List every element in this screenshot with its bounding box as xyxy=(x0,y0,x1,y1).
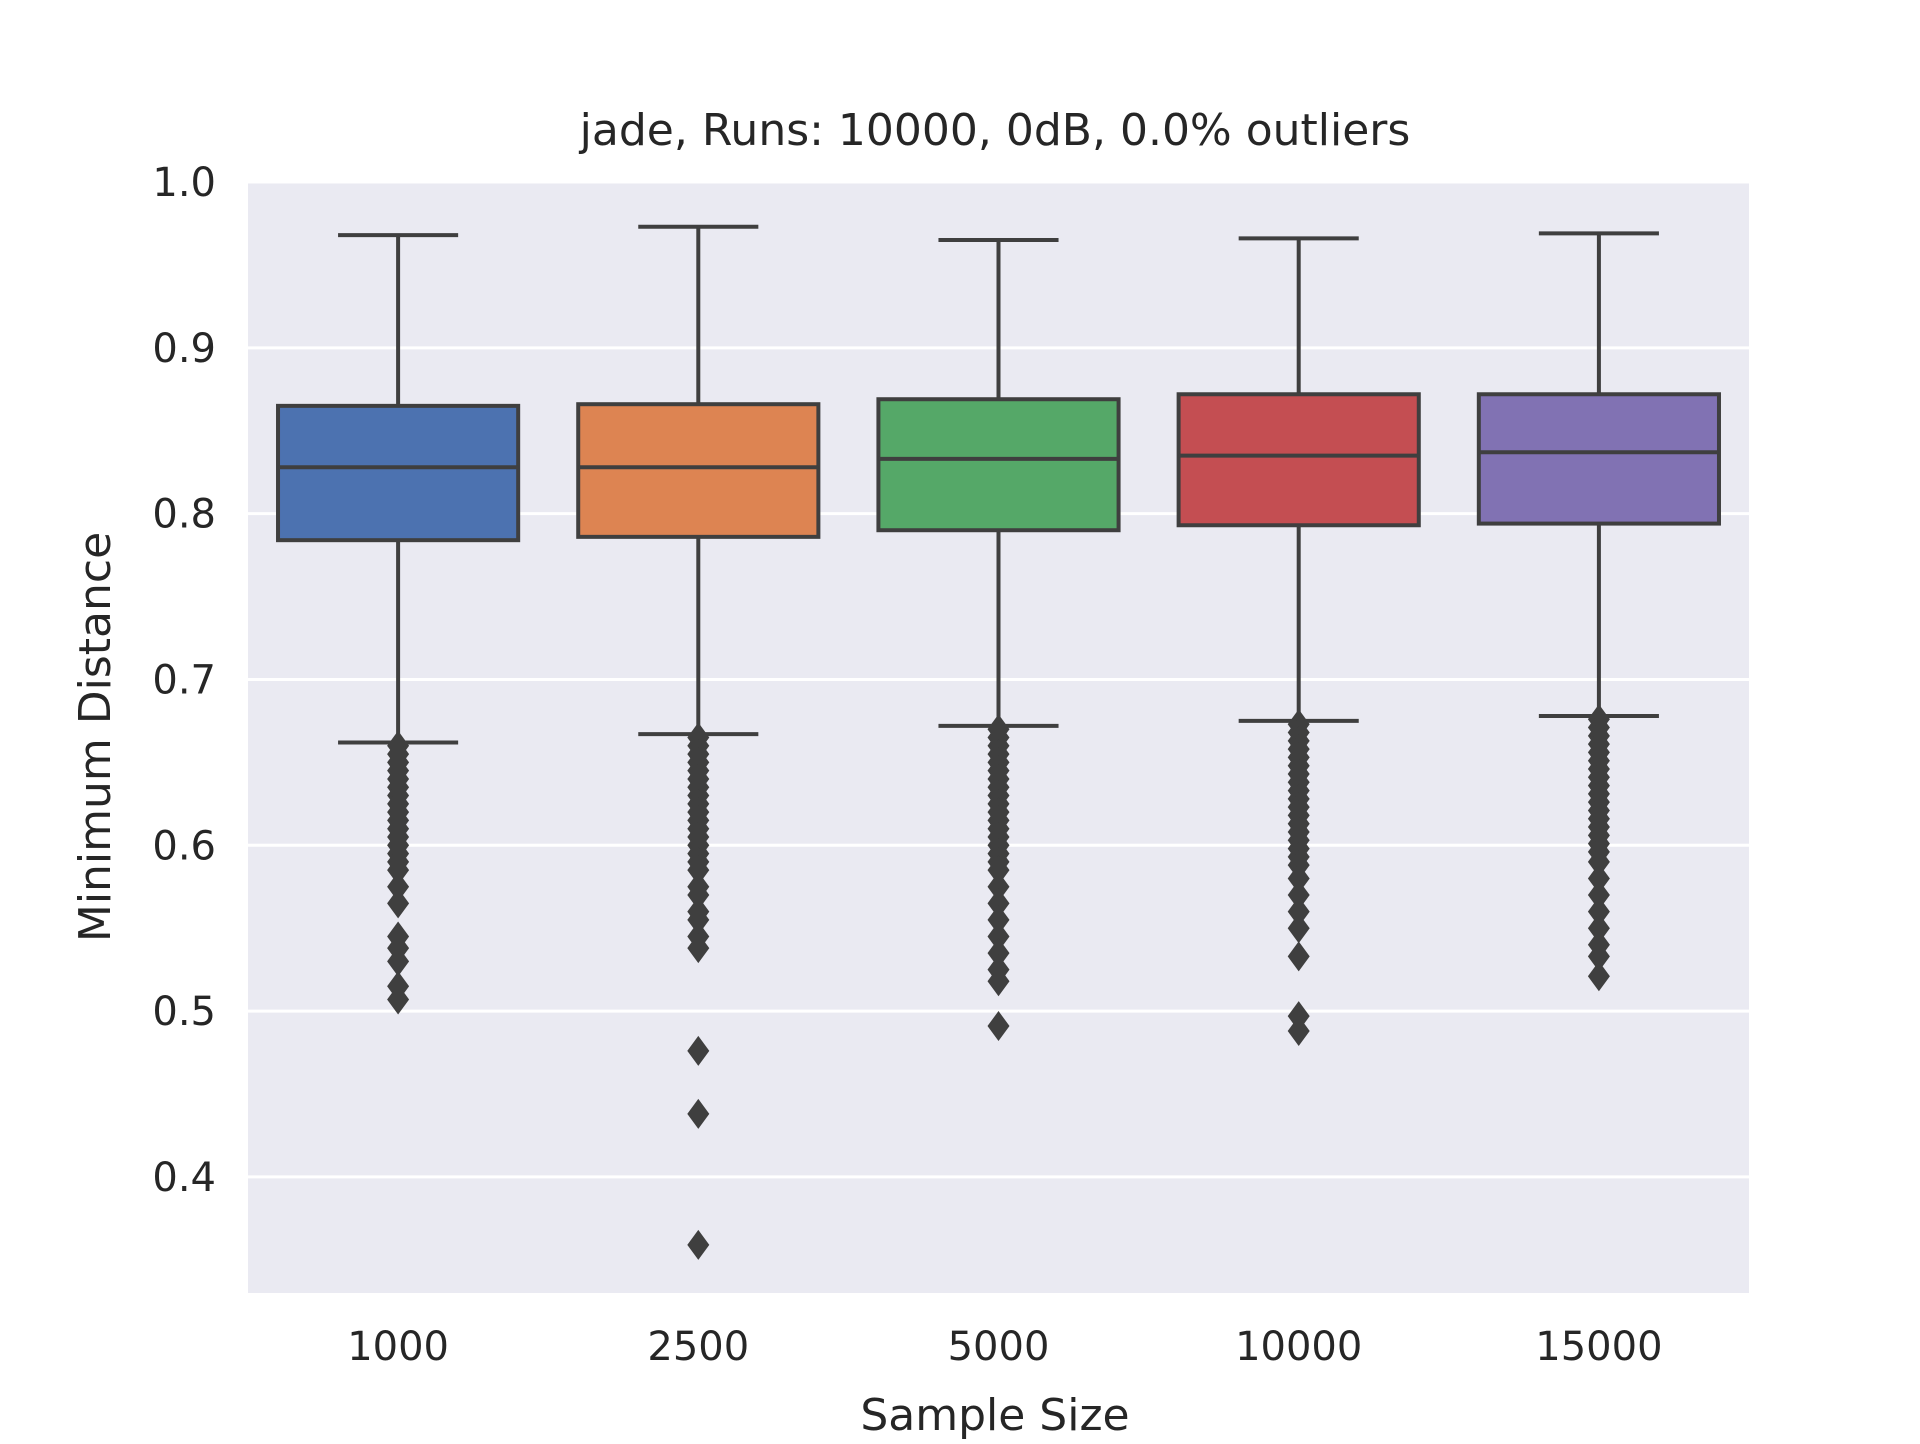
y-tick-label: 0.8 xyxy=(152,492,216,538)
outlier-point xyxy=(1287,913,1310,944)
chart-title: jade, Runs: 10000, 0dB, 0.0% outliers xyxy=(579,105,1411,156)
y-tick-label: 0.9 xyxy=(152,326,216,372)
outlier-point xyxy=(987,966,1010,997)
outlier-point xyxy=(1287,941,1310,972)
y-tick-label: 1.0 xyxy=(152,160,216,206)
x-tick-label: 10000 xyxy=(1235,1324,1362,1370)
box-group-10000 xyxy=(1176,236,1421,1047)
outlier-point xyxy=(1587,961,1610,992)
outlier-point xyxy=(687,1098,710,1129)
x-tick-label: 2500 xyxy=(647,1324,749,1370)
x-tick-label: 1000 xyxy=(347,1324,449,1370)
outlier-point xyxy=(387,855,410,886)
outlier-point xyxy=(687,904,710,935)
outlier-point xyxy=(987,921,1010,952)
x-axis-label: Sample Size xyxy=(860,1390,1129,1440)
outlier-point xyxy=(687,1229,710,1260)
outlier-point xyxy=(687,880,710,911)
outlier-point xyxy=(387,984,410,1015)
box xyxy=(576,402,821,539)
outlier-point xyxy=(1287,896,1310,927)
box xyxy=(1476,392,1721,526)
outlier-point xyxy=(1587,913,1610,944)
outlier-point xyxy=(387,888,410,919)
outlier-point xyxy=(687,855,710,886)
outlier-point xyxy=(1587,863,1610,894)
tick-labels: 0.4 0.5 0.6 0.7 0.8 0.9 1.0 1000 2500 5000 10000 15… xyxy=(152,160,1662,1370)
x-tick-label: 15000 xyxy=(1535,1324,1662,1370)
outlier-point xyxy=(987,904,1010,935)
box xyxy=(876,397,1121,533)
outlier-point xyxy=(987,855,1010,886)
box-group-2500 xyxy=(576,224,821,1260)
y-tick-label: 0.7 xyxy=(152,657,216,703)
outlier-point xyxy=(1587,880,1610,911)
boxes xyxy=(276,224,1721,1260)
x-tick-label: 5000 xyxy=(948,1324,1050,1370)
y-axis-label: Minimum Distance xyxy=(70,532,121,942)
outlier-point xyxy=(1587,941,1610,972)
outlier-point xyxy=(987,871,1010,902)
outlier-point xyxy=(1287,1016,1310,1047)
outlier-point xyxy=(1587,846,1610,877)
box xyxy=(1176,392,1421,528)
box-group-15000 xyxy=(1476,231,1721,992)
outlier-point xyxy=(1287,880,1310,911)
outlier-point xyxy=(387,871,410,902)
outlier-point xyxy=(687,1035,710,1066)
box-group-5000 xyxy=(876,238,1121,1042)
outlier-point xyxy=(1587,896,1610,927)
outlier-point xyxy=(387,946,410,977)
box xyxy=(276,403,521,543)
outlier-point xyxy=(987,938,1010,969)
outlier-point xyxy=(987,1011,1010,1042)
y-tick-label: 0.4 xyxy=(152,1155,216,1201)
outlier-point xyxy=(1287,863,1310,894)
y-tick-label: 0.6 xyxy=(152,823,216,869)
y-tick-label: 0.5 xyxy=(152,989,216,1035)
outlier-point xyxy=(687,933,710,964)
box-group-1000 xyxy=(276,233,521,1015)
outlier-point xyxy=(987,888,1010,919)
